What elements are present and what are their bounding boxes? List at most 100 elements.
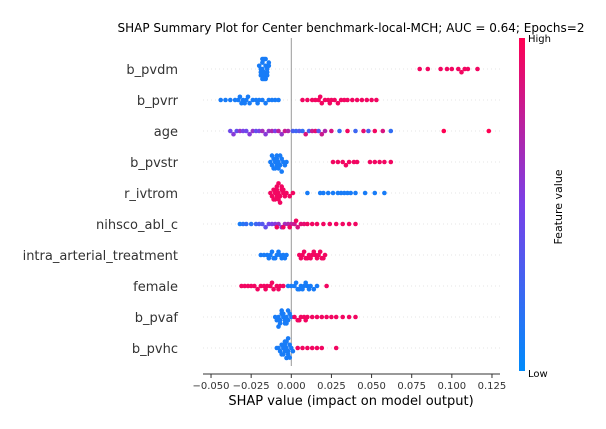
shap-point	[281, 283, 286, 289]
feature-label: b_pvhc	[132, 342, 178, 357]
shap-point	[388, 128, 394, 134]
shap-point	[300, 128, 305, 134]
shap-point	[218, 97, 223, 103]
shap-point	[322, 128, 328, 134]
chart-title: SHAP Summary Plot for Center benchmark-l…	[118, 21, 585, 35]
shap-point	[272, 197, 278, 202]
shap-point	[248, 221, 254, 227]
shap-point	[258, 283, 264, 289]
shap-point	[321, 221, 326, 227]
shap-point	[281, 224, 286, 230]
shap-point	[367, 159, 373, 165]
shap-point	[301, 221, 307, 227]
shap-point	[325, 190, 331, 196]
shap-point	[244, 128, 249, 134]
shap-point	[285, 308, 291, 313]
shap-point	[353, 221, 358, 227]
shap-point	[250, 97, 256, 103]
shap-point	[266, 255, 272, 261]
shap-point	[282, 128, 288, 134]
shap-point	[374, 97, 379, 103]
shap-point	[388, 159, 394, 165]
feature-label: age	[154, 125, 178, 140]
colorbar: High Low Feature value	[519, 34, 565, 380]
shap-point	[263, 286, 268, 292]
shap-point	[284, 190, 289, 196]
shap-point	[260, 128, 265, 134]
feature-label: female	[133, 280, 178, 295]
shap-point	[276, 97, 281, 103]
shap-point	[260, 97, 265, 103]
shap-point	[317, 249, 323, 255]
shap-point	[330, 159, 336, 165]
shap-point	[300, 97, 305, 103]
shap-point	[237, 221, 243, 227]
shap-point	[327, 100, 333, 106]
points-layer	[218, 56, 492, 361]
shap-point	[293, 280, 299, 286]
shap-point	[329, 314, 334, 320]
feature-label: b_pvdm	[126, 63, 178, 78]
shap-point	[346, 314, 352, 320]
shap-point	[276, 249, 281, 255]
shap-point	[317, 190, 323, 196]
shap-point	[322, 97, 328, 103]
shap-point	[314, 221, 320, 227]
shap-point	[234, 128, 239, 134]
shap-point	[324, 314, 329, 320]
shap-point	[228, 97, 233, 103]
shap-point	[271, 286, 276, 292]
x-axis: −0.050 −0.025 0.000 0.025 0.050 0.075 0.100 0.1…	[193, 373, 506, 392]
shap-point	[308, 255, 313, 261]
shap-point	[342, 190, 347, 196]
shap-point	[444, 66, 450, 72]
shap-point	[276, 286, 281, 292]
shap-point	[269, 280, 275, 286]
shap-point	[319, 131, 325, 137]
shap-point	[284, 355, 289, 361]
shap-point	[298, 255, 304, 261]
feature-label: b_pvrr	[137, 94, 179, 109]
shap-point	[354, 159, 360, 165]
shap-point	[240, 221, 246, 227]
shap-point	[372, 128, 378, 134]
shap-point	[335, 159, 341, 165]
shap-point	[359, 97, 365, 103]
shap-point	[314, 345, 320, 351]
shap-point	[272, 166, 278, 171]
shap-point	[285, 348, 291, 354]
shap-point	[282, 321, 288, 326]
shap-point	[295, 224, 301, 230]
shap-point	[319, 314, 325, 320]
shap-point	[319, 100, 325, 106]
shap-point	[248, 283, 254, 289]
shap-point	[372, 159, 378, 165]
shap-point	[300, 345, 305, 351]
shap-point	[313, 97, 318, 103]
shap-point	[340, 221, 346, 227]
shap-point	[277, 200, 283, 205]
shap-point	[441, 128, 447, 134]
shap-point	[346, 159, 352, 165]
feature-label: r_ivtrom	[124, 187, 178, 202]
shap-point	[306, 286, 312, 292]
shap-point	[298, 221, 304, 227]
shap-point	[237, 94, 243, 100]
shap-point	[269, 97, 275, 103]
shap-point	[297, 286, 302, 292]
colorbar-gradient	[519, 38, 525, 371]
shap-point	[425, 66, 431, 72]
shap-point	[276, 324, 281, 329]
shap-point	[263, 100, 268, 106]
feature-label: b_pvaf	[135, 311, 179, 326]
shap-point	[486, 128, 492, 134]
shap-point	[314, 314, 320, 320]
shap-point	[366, 128, 371, 134]
shap-point	[305, 190, 310, 196]
shap-point	[438, 66, 443, 72]
shap-point	[297, 128, 302, 134]
shap-point	[277, 153, 283, 158]
shap-point	[269, 128, 275, 134]
shap-point	[340, 314, 346, 320]
